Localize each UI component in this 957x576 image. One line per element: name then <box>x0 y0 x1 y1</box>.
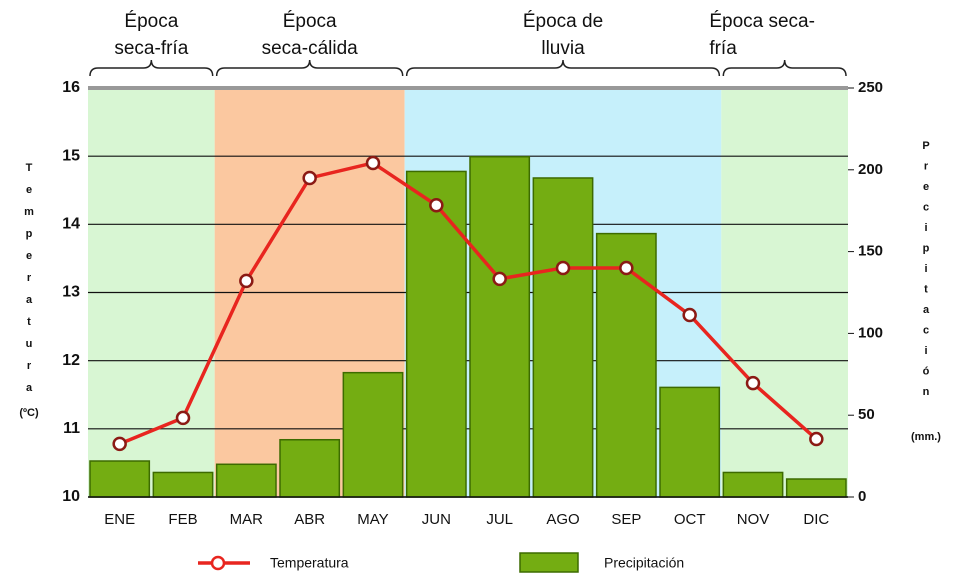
bar <box>215 463 277 498</box>
bar <box>152 471 214 498</box>
axis-label-letter: ó <box>923 365 930 377</box>
y-tick-label: 14 <box>62 216 80 233</box>
season-label: lluvia <box>541 38 585 59</box>
line-marker <box>492 271 507 287</box>
axis-label-letter: c <box>923 201 929 213</box>
bar <box>469 155 531 498</box>
x-tick-label: DIC <box>803 511 829 528</box>
axis-label-letter: r <box>924 160 929 172</box>
axis-label-letter: a <box>923 304 930 316</box>
season-brace <box>722 59 847 77</box>
axis-label-letter: e <box>26 250 32 262</box>
season-brace <box>215 59 404 77</box>
y2-tick-label: 50 <box>858 406 875 423</box>
x-tick-label: FEB <box>168 511 197 528</box>
axis-label-letter: c <box>923 324 929 336</box>
legend-swatch <box>519 552 579 573</box>
axis-label-letter: t <box>924 283 928 295</box>
bar <box>342 371 404 498</box>
line-marker <box>302 170 317 186</box>
season-label: Época <box>283 11 337 32</box>
x-tick-label: AGO <box>546 511 579 528</box>
legend-label: Temperatura <box>270 555 349 571</box>
axis-label-letter: i <box>924 345 927 357</box>
axis-label-letter: a <box>26 382 33 394</box>
axis-label-letter: a <box>26 294 33 306</box>
x-tick-label: JUN <box>422 511 451 528</box>
x-tick-label: JUL <box>486 511 513 528</box>
y-tick-label: 12 <box>62 352 80 369</box>
axis-label-letter: P <box>922 140 929 152</box>
bar <box>89 460 151 498</box>
x-tick-label: MAY <box>357 511 388 528</box>
y2-tick-label: 0 <box>858 488 866 505</box>
season-label: Época de <box>523 11 603 32</box>
x-tick-label: MAR <box>230 511 264 528</box>
season-label: fría <box>709 38 737 59</box>
y2-tick-label: 250 <box>858 79 883 96</box>
axis-label-letter: i <box>924 263 927 275</box>
y-tick-label: 10 <box>62 488 80 505</box>
axis-label-letter: i <box>924 222 927 234</box>
season-brace <box>89 59 214 77</box>
legend-label: Precipitación <box>604 555 684 571</box>
y2-axis-unit: (mm.) <box>911 431 941 443</box>
line-marker <box>429 197 444 213</box>
y-tick-label: 11 <box>63 420 80 437</box>
season-brace <box>405 59 721 77</box>
line-marker <box>619 260 634 276</box>
x-tick-label: ENE <box>104 511 135 528</box>
axis-label-letter: r <box>27 272 32 284</box>
y-tick-label: 13 <box>62 284 80 301</box>
x-tick-label: ABR <box>294 511 325 528</box>
bar <box>532 177 594 498</box>
y-tick-label: 16 <box>62 79 80 96</box>
y2-tick-label: 150 <box>858 243 883 260</box>
bar <box>405 170 467 498</box>
line <box>119 161 818 446</box>
axis-label-letter: p <box>923 242 930 254</box>
y-axis-unit: (ºC) <box>19 407 39 419</box>
bar <box>595 232 657 498</box>
axis-label-letter: t <box>27 316 31 328</box>
axis-label-letter: n <box>923 386 930 398</box>
y-tick-label: 15 <box>62 147 80 164</box>
line-marker <box>365 155 381 171</box>
x-tick-label: SEP <box>611 511 641 528</box>
bar <box>659 386 721 498</box>
axis-label-letter: m <box>24 206 34 218</box>
line-marker <box>175 410 191 426</box>
axis-label-letter: T <box>26 162 33 174</box>
line-marker <box>555 260 571 276</box>
x-tick-label: NOV <box>737 511 770 528</box>
season-label: seca-fría <box>114 38 188 59</box>
line-marker <box>239 273 254 289</box>
axis-label-letter: e <box>923 181 929 193</box>
legend-marker <box>210 555 226 571</box>
y2-tick-label: 200 <box>858 161 883 178</box>
season-label: seca-cálida <box>262 38 359 59</box>
line-marker <box>112 436 127 452</box>
line-marker <box>682 307 697 323</box>
season-label: Época <box>124 11 178 32</box>
bar <box>785 478 847 498</box>
axis-label-letter: p <box>26 228 33 240</box>
x-tick-label: OCT <box>674 511 706 528</box>
axis-label-letter: u <box>26 338 33 350</box>
bar <box>722 471 784 498</box>
line-marker <box>745 375 761 391</box>
y2-tick-label: 100 <box>858 324 883 341</box>
line-marker <box>809 431 824 447</box>
axis-label-letter: r <box>27 360 32 372</box>
axis-label-letter: e <box>26 184 32 196</box>
season-label: Época seca- <box>709 11 815 32</box>
bar <box>279 438 341 498</box>
